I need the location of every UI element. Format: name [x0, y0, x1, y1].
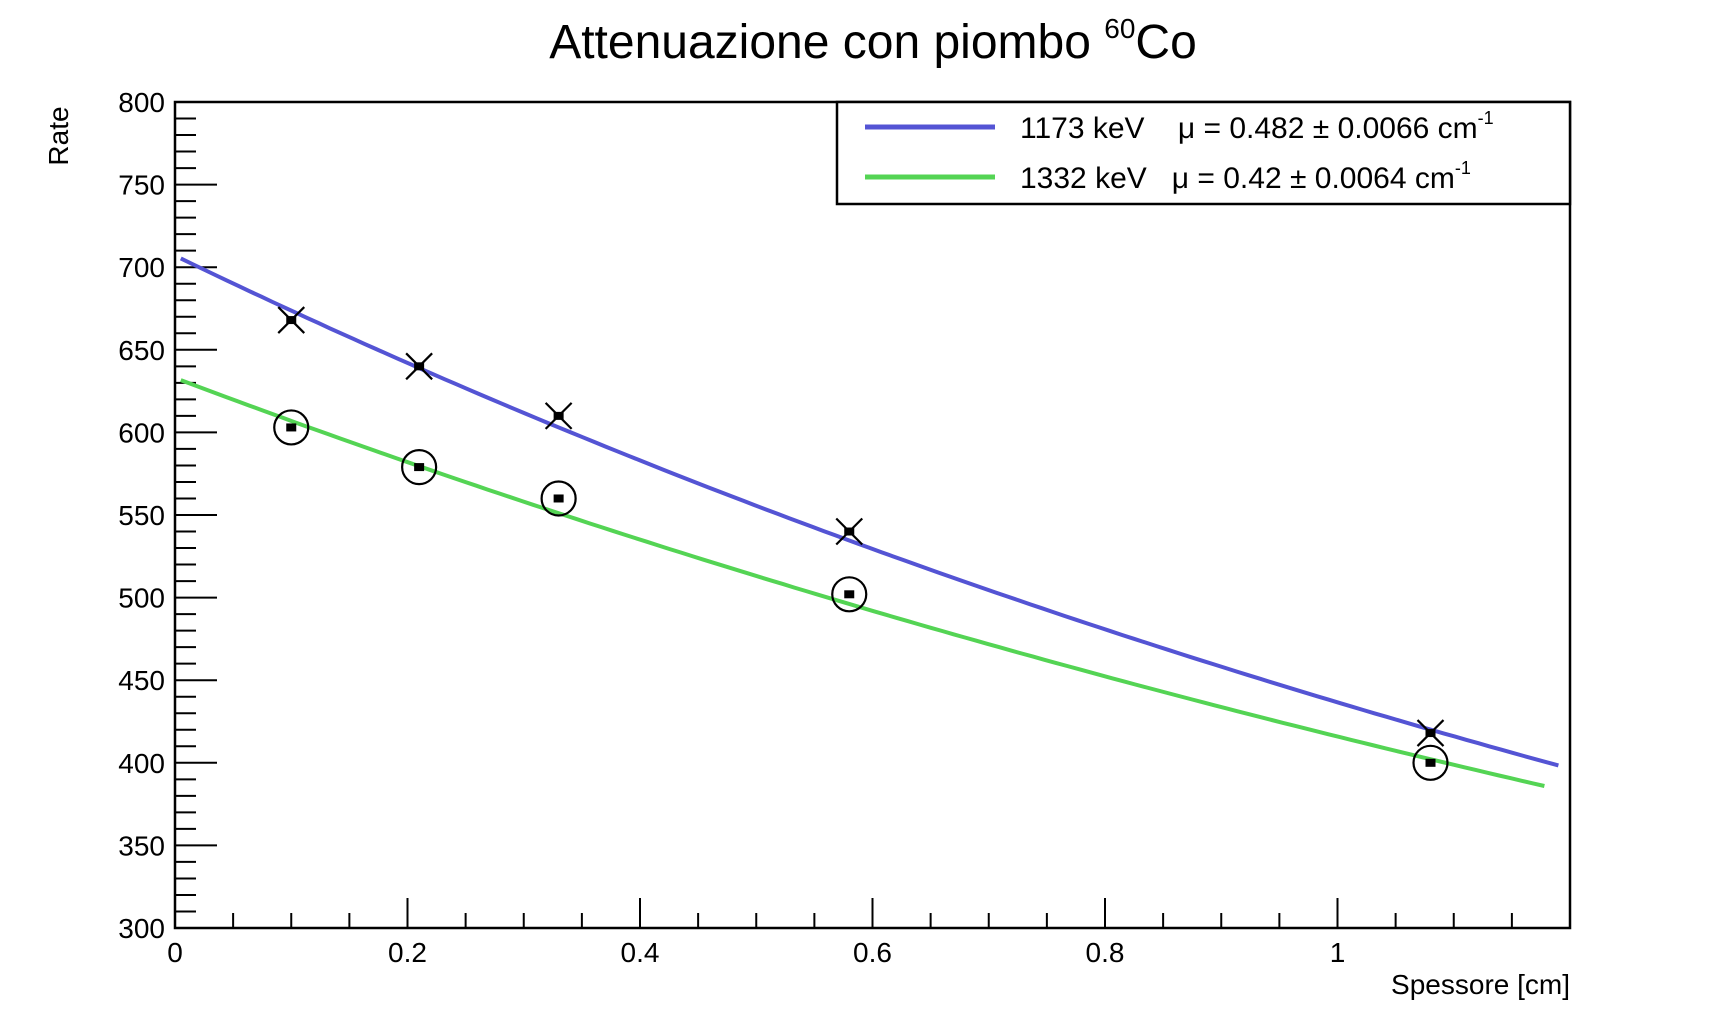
y-axis-label: Rate [43, 106, 74, 165]
data-point-1332-keV [540, 480, 577, 517]
data-point-1173-keV [405, 352, 433, 381]
legend: 1173 keV μ = 0.482 ± 0.0066 cm-1 1332 ke… [835, 100, 1572, 206]
x-tick-label: 1 [1330, 937, 1346, 968]
x-tick-label: 0.2 [388, 937, 427, 968]
y-tick-label: 500 [118, 583, 165, 614]
data-point-1173-keV [835, 517, 864, 546]
y-tick-label: 800 [118, 87, 165, 118]
y-tick-label: 350 [118, 830, 165, 861]
y-tick-label: 550 [118, 500, 165, 531]
data-point-1332-keV [273, 409, 310, 446]
legend-sup-1173: -1 [1478, 108, 1494, 128]
plot-frame [173, 100, 1572, 930]
legend-box [835, 100, 1572, 206]
data-point-1332-keV [1412, 744, 1449, 781]
y-tick-label: 400 [118, 748, 165, 779]
x-axis-label: Spessore [cm] [1391, 969, 1570, 1000]
data-points [273, 306, 1449, 781]
chart-title: Attenuazione con piombo 60Co [549, 13, 1197, 69]
data-point-1173-keV [544, 402, 573, 430]
y-tick-label: 450 [118, 665, 165, 696]
fit-curves [179, 256, 1559, 788]
fit-curve-1173-keV [179, 256, 1559, 768]
data-point-1332-keV [401, 448, 438, 486]
y-tick-label: 700 [118, 252, 165, 283]
y-tick-label: 600 [118, 417, 165, 448]
legend-label-1173: 1173 keV μ = 0.482 ± 0.0066 cm-1 [1020, 108, 1494, 145]
y-tick-label: 650 [118, 335, 165, 366]
x-tick-label: 0.4 [621, 937, 660, 968]
data-point-1332-keV [831, 576, 868, 613]
y-tick-label: 750 [118, 170, 165, 201]
x-tick-label: 0.8 [1086, 937, 1125, 968]
x-tick-label: 0 [167, 937, 183, 968]
x-tick-label: 0.6 [853, 937, 892, 968]
chart-title-superscript: 60 [1104, 13, 1135, 44]
chart-title-tail: Co [1135, 16, 1196, 69]
legend-label-1332: 1332 keV μ = 0.42 ± 0.0064 cm-1 [1020, 158, 1471, 195]
data-point-1173-keV [277, 306, 306, 334]
data-point-1173-keV [1416, 719, 1445, 747]
legend-sup-1332: -1 [1455, 158, 1471, 178]
fit-curve-1332-keV [180, 378, 1545, 788]
axis-ticks: 300 350 400 450 500 550 600 650 700 750 800 0 0.2 0.4… [118, 87, 1571, 968]
y-tick-label: 300 [118, 913, 165, 944]
